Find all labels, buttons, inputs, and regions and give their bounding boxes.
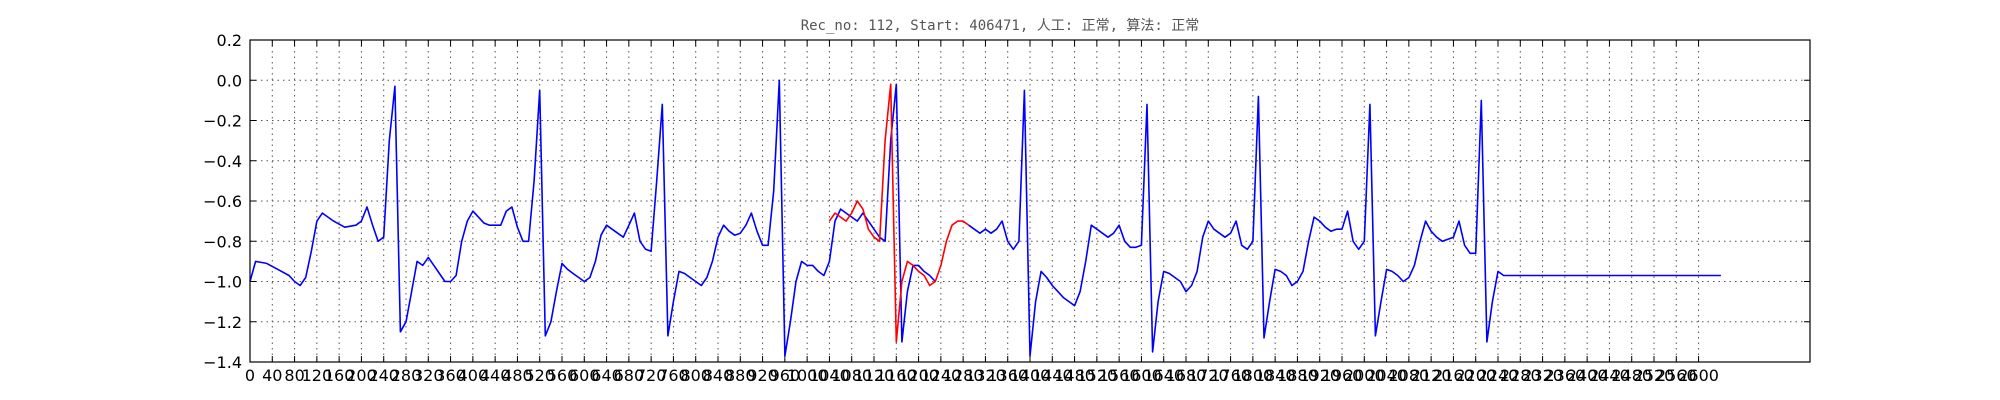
x-tick-label: 2120 xyxy=(1411,366,1452,385)
x-tick-label: 920 xyxy=(747,366,778,385)
x-tick-label: 1040 xyxy=(809,366,850,385)
x-tick-label: 2440 xyxy=(1589,366,1630,385)
x-tick-label: 1520 xyxy=(1076,366,1117,385)
x-tick-label: 280 xyxy=(391,366,422,385)
y-tick-label: −1.4 xyxy=(203,353,242,372)
x-tick-label: 680 xyxy=(614,366,645,385)
series-layer xyxy=(249,79,1721,357)
x-tick-label: 1880 xyxy=(1277,366,1318,385)
x-tick-label: 80 xyxy=(284,366,304,385)
x-tick-label: 2480 xyxy=(1611,366,1652,385)
x-tick-label: 1720 xyxy=(1188,366,1229,385)
x-tick-label: 1760 xyxy=(1210,366,1251,385)
ecg-series-0 xyxy=(249,79,936,357)
x-tick-label: 120 xyxy=(302,366,333,385)
x-tick-label: 1800 xyxy=(1232,366,1273,385)
y-tick-label: −0.6 xyxy=(203,192,242,211)
x-tick-label: 2000 xyxy=(1344,366,1385,385)
y-axis: 0.2 0.0 −0.2 −0.4 −0.6 −0.8 −1.0 −1.2 −1.4 xyxy=(203,31,1810,372)
x-tick-label: 840 xyxy=(703,366,734,385)
x-tick-label: 480 xyxy=(502,366,533,385)
x-tick-label: 240 xyxy=(368,366,399,385)
x-tick-label: 600 xyxy=(569,366,600,385)
x-tick-label: 400 xyxy=(458,366,489,385)
x-tick-label: 2240 xyxy=(1478,366,1519,385)
x-tick-label: 960 xyxy=(770,366,801,385)
x-tick-label: 440 xyxy=(480,366,511,385)
x-tick-label: 360 xyxy=(435,366,466,385)
x-tick-label: 1080 xyxy=(831,366,872,385)
x-tick-label: 1160 xyxy=(876,366,917,385)
x-tick-label: 0 xyxy=(245,366,255,385)
x-tick-label: 1840 xyxy=(1255,366,1296,385)
x-tick-label: 1280 xyxy=(943,366,984,385)
x-tick-label: 1960 xyxy=(1322,366,1363,385)
x-tick-label: 40 xyxy=(262,366,282,385)
x-tick-label: 1400 xyxy=(1010,366,1051,385)
x-tick-label: 880 xyxy=(725,366,756,385)
x-tick-label: 2040 xyxy=(1366,366,1407,385)
x-tick-label: 1240 xyxy=(920,366,961,385)
x-tick-label: 2280 xyxy=(1500,366,1541,385)
x-tick-label: 640 xyxy=(591,366,622,385)
ecg-series-2 xyxy=(968,89,1721,357)
y-tick-label: 0.2 xyxy=(217,31,242,50)
ecg-series-1 xyxy=(828,83,970,343)
x-tick-label: 2400 xyxy=(1567,366,1608,385)
x-tick-label: 1480 xyxy=(1054,366,1095,385)
x-tick-label: 1560 xyxy=(1099,366,1140,385)
x-tick-label: 2520 xyxy=(1634,366,1675,385)
x-tick-label: 800 xyxy=(680,366,711,385)
x-tick-label: 2200 xyxy=(1455,366,1496,385)
x-tick-label: 320 xyxy=(413,366,444,385)
x-tick-label: 1680 xyxy=(1166,366,1207,385)
x-tick-label: 1120 xyxy=(854,366,895,385)
x-tick-label: 1600 xyxy=(1121,366,1162,385)
x-tick-label: 2560 xyxy=(1656,366,1697,385)
x-tick-label: 760 xyxy=(658,366,689,385)
x-tick-label: 2360 xyxy=(1544,366,1585,385)
x-tick-label: 1200 xyxy=(898,366,939,385)
x-axis: 0 40 8012016020024028032036040044048052056… xyxy=(245,40,1719,385)
x-tick-label: 2080 xyxy=(1388,366,1429,385)
x-tick-label: 1920 xyxy=(1299,366,1340,385)
chart-title: Rec_no: 112, Start: 406471, 人工: 正常, 算法: … xyxy=(801,18,1200,34)
x-tick-label: 160 xyxy=(324,366,355,385)
y-tick-label: −1.0 xyxy=(203,273,242,292)
x-tick-label: 1320 xyxy=(965,366,1006,385)
x-tick-label: 1640 xyxy=(1143,366,1184,385)
x-tick-label: 1360 xyxy=(987,366,1028,385)
y-tick-label: −0.4 xyxy=(203,152,242,171)
x-tick-label: 720 xyxy=(636,366,667,385)
x-tick-label: 200 xyxy=(346,366,377,385)
y-tick-label: −0.2 xyxy=(203,112,242,131)
x-tick-label: 2160 xyxy=(1433,366,1474,385)
y-tick-label: −1.2 xyxy=(203,313,242,332)
grid-lines xyxy=(250,40,1810,362)
y-tick-label: −0.8 xyxy=(203,232,242,251)
x-tick-label: 1000 xyxy=(787,366,828,385)
x-tick-label: 2600 xyxy=(1678,366,1719,385)
x-tick-label: 1440 xyxy=(1032,366,1073,385)
y-tick-label: 0.0 xyxy=(217,71,242,90)
x-tick-label: 560 xyxy=(547,366,578,385)
x-tick-label: 520 xyxy=(524,366,555,385)
x-tick-label: 2320 xyxy=(1522,366,1563,385)
